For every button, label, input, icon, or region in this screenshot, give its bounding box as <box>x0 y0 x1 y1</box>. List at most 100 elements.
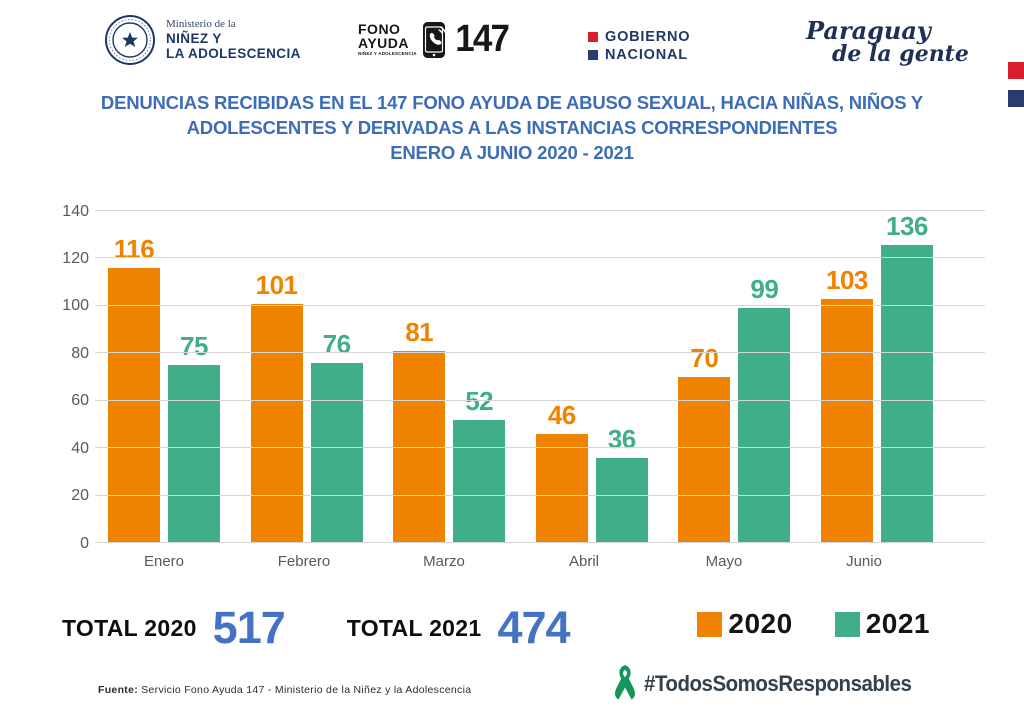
nacional-text: NACIONAL <box>605 47 688 64</box>
total-label: TOTAL 2020 <box>62 614 197 641</box>
bar-column-2021-febrero: 76 <box>310 211 363 543</box>
total-value: 517 <box>212 602 286 653</box>
bar-2021-mayo <box>738 308 791 543</box>
bar-value-label: 46 <box>547 399 576 430</box>
campaign-hashtag: #TodosSomosResponsables <box>612 664 932 704</box>
gridline-y100 <box>95 304 985 306</box>
gridline-y20 <box>95 494 985 496</box>
y-axis-tick-20: 20 <box>71 487 89 505</box>
bar-2020-mayo <box>678 377 731 543</box>
bar-column-2021-abril: 36 <box>595 211 648 543</box>
title-line-3: ENERO A JUNIO 2020 - 2021 <box>390 142 634 163</box>
bar-value-label: 136 <box>886 211 928 241</box>
bar-value-label: 103 <box>826 264 868 295</box>
legend-swatch-icon <box>697 611 723 637</box>
bar-2021-junio <box>880 245 933 543</box>
bar-group-abril: 46 36 <box>535 211 648 543</box>
bar-value-label: 99 <box>750 274 779 305</box>
ministry-pre-text: Ministerio de la <box>166 18 236 31</box>
gridline-y140 <box>95 210 985 211</box>
gridline-y0 <box>95 542 985 543</box>
bar-2020-marzo <box>393 350 446 543</box>
bar-column-2021-mayo: 99 <box>738 211 791 543</box>
green-ribbon-icon <box>615 665 636 700</box>
total-total-2021: TOTAL 2021 474 <box>346 602 571 654</box>
hashtag-text: #TodosSomosResponsables <box>644 671 912 696</box>
bar-group-mayo: 70 99 <box>678 211 791 543</box>
y-axis-tick-120: 120 <box>62 249 89 267</box>
bar-2021-enero <box>168 365 220 543</box>
nacional-row: NACIONAL <box>588 46 690 64</box>
chart-legend: 2020 2021 <box>697 608 930 640</box>
bar-value-label: 76 <box>322 328 351 359</box>
bar-column-2020-febrero: 101 <box>250 211 303 543</box>
gridline-y120 <box>95 257 985 259</box>
bar-column-2021-enero: 75 <box>168 211 220 543</box>
ayuda-word: AYUDA <box>358 35 409 52</box>
paraguay-script-line2: de la gente <box>832 41 969 68</box>
bar-value-label: 81 <box>405 316 434 347</box>
total-label: TOTAL 2021 <box>346 614 482 641</box>
chart-title: DENUNCIAS RECIBIDAS EN EL 147 FONO AYUDA… <box>0 90 1024 165</box>
x-axis-label-mayo: Mayo <box>705 553 743 570</box>
gobierno-row: GOBIERNO <box>588 28 690 46</box>
bar-value-label: 75 <box>180 331 208 362</box>
bar-column-2020-abril: 46 <box>535 211 588 543</box>
y-axis-tick-80: 80 <box>71 344 89 362</box>
legend-item-2021: 2021 <box>834 608 930 640</box>
fono-word: FONO <box>358 21 401 38</box>
gridline-y60 <box>95 399 985 401</box>
x-axis-label-febrero: Febrero <box>277 553 331 570</box>
bar-value-label: 116 <box>113 233 155 264</box>
ministry-logo: Ministerio de la NIÑEZ Y LA ADOLESCENCIA <box>104 14 301 66</box>
gobierno-text: GOBIERNO <box>605 29 691 45</box>
y-axis-tick-0: 0 <box>80 534 89 552</box>
y-axis-tick-40: 40 <box>71 439 89 457</box>
paraguay-de-la-gente-logo: Paraguay de la gente <box>806 18 969 66</box>
bar-group-junio: 103 136 <box>820 211 933 543</box>
bar-2020-abril <box>535 433 588 543</box>
bar-2021-marzo <box>453 419 506 543</box>
legend-label: 2020 <box>728 608 793 639</box>
x-axis-label-marzo: Marzo <box>423 553 465 570</box>
edge-navy-square <box>1008 90 1024 107</box>
phone-icon <box>422 21 446 58</box>
bar-groups: 116 75 101 76 81 52 46 36 70 99 103 136 <box>108 211 933 543</box>
legend-label: 2021 <box>865 608 930 639</box>
ministry-name-line2: LA ADOLESCENCIA <box>166 46 301 62</box>
fono-147-number: 147 <box>454 18 510 60</box>
gridline-y80 <box>95 352 985 354</box>
gridline-y40 <box>95 447 985 449</box>
y-axis-tick-140: 140 <box>62 202 89 220</box>
title-line-2: ADOLESCENTES Y DERIVADAS A LAS INSTANCIA… <box>186 117 838 138</box>
ministry-logo-text: Ministerio de la NIÑEZ Y LA ADOLESCENCIA <box>166 18 301 62</box>
x-axis-label-abril: Abril <box>568 553 599 570</box>
fono-sub-text: NIÑEZ Y ADOLESCENCIA <box>358 51 417 57</box>
navy-square-icon <box>588 50 598 61</box>
header: Ministerio de la NIÑEZ Y LA ADOLESCENCIA… <box>0 0 1024 107</box>
y-axis-tick-60: 60 <box>71 392 89 410</box>
fono-ayuda-words: FONO AYUDA NIÑEZ Y ADOLESCENCIA <box>358 22 417 57</box>
source-text: Servicio Fono Ayuda 147 - Ministerio de … <box>138 684 472 696</box>
bar-column-2021-marzo: 52 <box>453 211 506 543</box>
bar-group-febrero: 101 76 <box>250 211 363 543</box>
fono-ayuda-logo: FONO AYUDA NIÑEZ Y ADOLESCENCIA 147 <box>358 18 510 61</box>
x-axis-label-enero: Enero <box>143 553 185 570</box>
total-value: 474 <box>497 602 570 653</box>
source-note: Fuente: Servicio Fono Ayuda 147 - Minist… <box>98 684 471 696</box>
bar-2021-abril <box>595 457 648 543</box>
bar-column-2021-junio: 136 <box>880 211 933 543</box>
x-axis-labels: Enero Febrero Marzo Abril Mayo Junio <box>108 553 920 570</box>
gobierno-nacional-logo: GOBIERNO NACIONAL <box>588 28 690 64</box>
paraguay-seal-icon <box>105 15 155 65</box>
bar-group-marzo: 81 52 <box>393 211 506 543</box>
edge-red-square <box>1008 62 1024 79</box>
source-label: Fuente: <box>98 684 139 696</box>
bar-2020-febrero <box>250 303 303 543</box>
bar-group-enero: 116 75 <box>108 211 220 543</box>
legend-swatch-icon <box>834 611 860 637</box>
y-axis-tick-100: 100 <box>62 297 89 315</box>
bar-value-label: 36 <box>607 423 636 454</box>
bar-2020-junio <box>820 298 873 543</box>
